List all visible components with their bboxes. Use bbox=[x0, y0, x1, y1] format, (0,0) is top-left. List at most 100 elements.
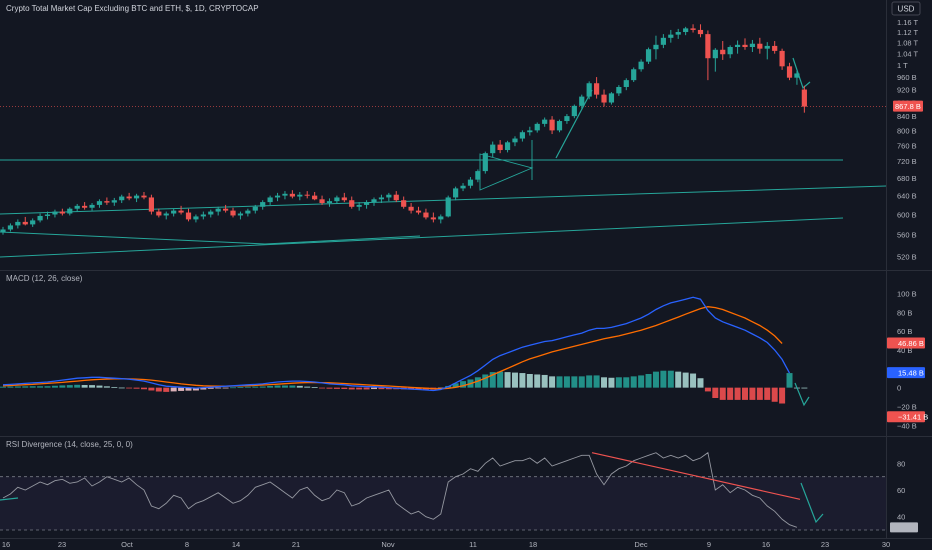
upper-channel-extension bbox=[449, 185, 887, 201]
candle-body bbox=[519, 132, 525, 139]
macd-tick-label: 40 B bbox=[897, 346, 912, 355]
candle-body bbox=[482, 153, 488, 172]
candle-body bbox=[252, 206, 258, 211]
macd-histogram-bar bbox=[319, 387, 326, 389]
time-tick-label: 11 bbox=[469, 540, 477, 549]
candle-body bbox=[326, 201, 333, 204]
rsi-title: RSI Divergence (14, close, 25, 0, 0) bbox=[6, 440, 133, 449]
candle-body bbox=[786, 66, 793, 78]
macd-histogram-bar bbox=[779, 387, 786, 404]
macd-histogram-bar bbox=[289, 385, 296, 388]
candle-body bbox=[534, 123, 540, 131]
macd-histogram-bar bbox=[22, 386, 29, 388]
breakout-arrow bbox=[555, 89, 593, 159]
currency-button[interactable]: USD bbox=[891, 1, 921, 16]
macd-histogram-bar bbox=[489, 372, 496, 388]
macd-histogram-bar bbox=[482, 374, 489, 388]
macd-pane[interactable] bbox=[0, 296, 810, 407]
candle-body bbox=[408, 206, 414, 211]
macd-histogram-bar bbox=[571, 376, 578, 388]
candle-body bbox=[378, 197, 385, 200]
candle-body bbox=[260, 202, 266, 207]
rsi-tick-label: 40 bbox=[897, 513, 905, 522]
rsi-divergence-line bbox=[591, 452, 801, 500]
candle-body bbox=[601, 94, 607, 103]
price-tick-label: 1.12 T bbox=[897, 28, 919, 37]
macd-histogram-bar bbox=[29, 386, 36, 388]
candle-body bbox=[512, 138, 518, 143]
price-tick-label: 960 B bbox=[897, 73, 917, 82]
macd-histogram-bar bbox=[96, 385, 103, 388]
candle-body bbox=[59, 211, 65, 214]
macd-histogram-bar bbox=[578, 376, 585, 388]
macd-histogram-bar bbox=[155, 387, 162, 392]
candle-body bbox=[586, 83, 592, 97]
macd-histogram-bar bbox=[549, 376, 556, 388]
macd-histogram-bar bbox=[756, 387, 763, 400]
macd-histogram-bar bbox=[89, 385, 96, 388]
macd-histogram-bar bbox=[497, 371, 504, 388]
macd-tick-label: 100 B bbox=[897, 290, 917, 299]
candle-body bbox=[445, 197, 451, 217]
price-tick-label: 640 B bbox=[897, 192, 917, 201]
price-tick-label: 720 B bbox=[897, 157, 917, 166]
price-tick-label: 920 B bbox=[897, 86, 917, 95]
macd-histogram-bar bbox=[371, 387, 377, 390]
macd-histogram-bar bbox=[259, 386, 266, 388]
macd-histogram-bar bbox=[185, 387, 192, 391]
candle-body bbox=[282, 193, 288, 196]
macd-histogram-bar bbox=[230, 387, 237, 389]
candle-body bbox=[304, 194, 310, 196]
candle-body bbox=[126, 196, 132, 199]
candle-body bbox=[274, 195, 281, 198]
time-tick-label: 21 bbox=[292, 540, 300, 549]
macd-histogram-bar bbox=[519, 373, 526, 388]
candle-body bbox=[7, 225, 14, 230]
chart-title: Crypto Total Market Cap Excluding BTC an… bbox=[6, 4, 259, 13]
candle-body bbox=[89, 204, 95, 208]
candle-body bbox=[764, 45, 770, 49]
candle-body bbox=[549, 119, 555, 131]
macd-histogram-bar bbox=[81, 385, 88, 388]
candle-body bbox=[44, 214, 51, 216]
rsi-tick-label: 60 bbox=[897, 486, 905, 495]
macd-histogram-bar bbox=[690, 373, 697, 388]
macd-histogram-bar bbox=[378, 387, 385, 390]
candle-body bbox=[37, 215, 43, 221]
candle-body bbox=[430, 217, 436, 220]
macd-arrow bbox=[794, 382, 810, 407]
rsi-pane[interactable] bbox=[0, 451, 886, 531]
macd-histogram-bar bbox=[786, 373, 793, 388]
macd-histogram-bar bbox=[44, 386, 51, 388]
candle-body bbox=[497, 144, 503, 151]
last-price-badge bbox=[893, 100, 923, 112]
candle-body bbox=[690, 28, 696, 30]
macd-histogram-bar bbox=[51, 385, 58, 388]
candle-body bbox=[74, 205, 80, 209]
candle-body bbox=[542, 119, 548, 124]
time-tick-label: 16 bbox=[2, 540, 10, 549]
macd-histogram-bar bbox=[133, 387, 140, 389]
macd-histogram-bar bbox=[333, 387, 340, 389]
rsi-value-badge bbox=[890, 522, 918, 533]
candle-body bbox=[245, 210, 251, 214]
candle-body bbox=[0, 229, 6, 233]
macd-histogram-bar bbox=[207, 387, 214, 389]
lower-support-line bbox=[0, 217, 844, 258]
candle-body bbox=[616, 86, 622, 94]
macd-histogram-bar bbox=[7, 386, 14, 388]
macd-histogram-bar bbox=[103, 386, 110, 388]
macd-histogram-bar bbox=[385, 387, 392, 390]
macd-histogram-bar bbox=[682, 372, 689, 388]
candle-body bbox=[386, 194, 392, 198]
candle-body bbox=[312, 195, 318, 200]
macd-histogram-bar bbox=[437, 387, 444, 389]
candle-body bbox=[341, 197, 347, 201]
price-tick-label: 1.16 T bbox=[897, 18, 919, 27]
price-pane[interactable] bbox=[0, 24, 887, 258]
macd-line bbox=[2, 296, 791, 392]
candle-body bbox=[668, 34, 674, 38]
macd-histogram-bar bbox=[645, 374, 652, 388]
candle-body bbox=[779, 50, 785, 67]
